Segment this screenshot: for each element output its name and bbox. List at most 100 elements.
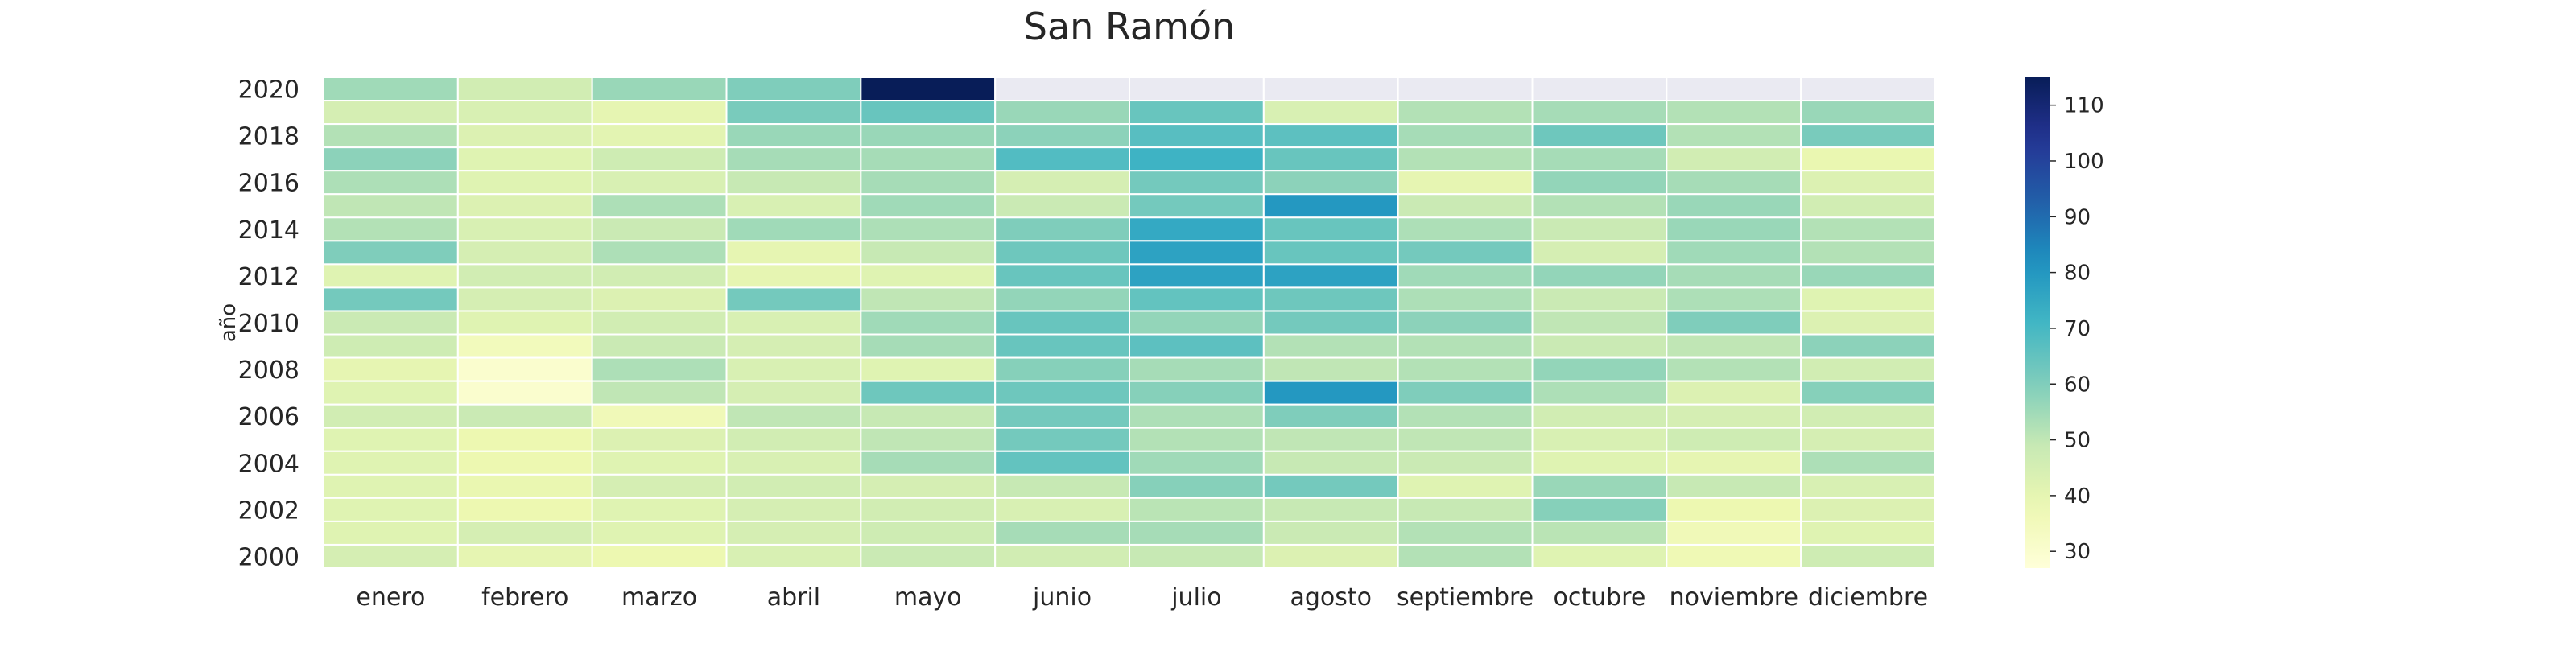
x-tick-label: mayo <box>894 583 962 612</box>
heatmap-cell <box>994 263 1130 289</box>
heatmap-cell <box>323 310 459 336</box>
heatmap-cell <box>1397 100 1534 126</box>
heatmap-cell <box>1531 146 1668 172</box>
heatmap-cell <box>1262 543 1399 570</box>
heatmap-cell <box>1531 333 1668 359</box>
heatmap-cell <box>994 473 1130 499</box>
heatmap-cell <box>725 450 862 476</box>
heatmap-cell <box>323 333 459 359</box>
heatmap-cell <box>994 356 1130 382</box>
heatmap-cell <box>994 543 1130 570</box>
heatmap-cell <box>1800 310 1937 336</box>
heatmap-cell <box>994 497 1130 522</box>
heatmap-cell <box>860 216 997 242</box>
heatmap-cell <box>860 473 997 499</box>
heatmap-cell <box>1800 543 1937 570</box>
heatmap-cell <box>860 403 997 429</box>
heatmap-cell <box>1800 76 1937 102</box>
heatmap-cell <box>1129 380 1265 406</box>
x-tick-label: septiembre <box>1397 583 1534 612</box>
heatmap-cell <box>994 403 1130 429</box>
x-tick-label: abril <box>767 583 820 612</box>
heatmap-cell <box>1262 240 1399 266</box>
heatmap-cell <box>725 543 862 570</box>
heatmap-cell <box>591 473 728 499</box>
heatmap-cell <box>456 520 593 546</box>
heatmap-cell <box>725 310 862 336</box>
heatmap-cell <box>1397 520 1534 546</box>
y-tick-label: 2006 <box>238 403 299 431</box>
heatmap-cell <box>591 450 728 476</box>
heatmap-cell <box>1262 497 1399 522</box>
heatmap-cell <box>1262 170 1399 196</box>
heatmap-cell <box>994 333 1130 359</box>
y-tick-label: 2010 <box>238 310 299 338</box>
heatmap-cell <box>1262 263 1399 289</box>
heatmap-cell <box>456 286 593 312</box>
heatmap-cell <box>1531 450 1668 476</box>
heatmap-cell <box>860 286 997 312</box>
heatmap-cell <box>1666 263 1802 289</box>
heatmap-cell <box>1666 473 1802 499</box>
heatmap-cell <box>1531 76 1668 102</box>
heatmap-cell <box>1262 473 1399 499</box>
heatmap-cell <box>860 356 997 382</box>
heatmap-cell <box>1262 123 1399 149</box>
heatmap-cell <box>1531 100 1668 126</box>
heatmap-cell <box>1531 473 1668 499</box>
heatmap-cell <box>1262 100 1399 126</box>
heatmap-cell <box>725 123 862 149</box>
heatmap-cell <box>860 76 997 102</box>
heatmap-cell <box>1531 543 1668 570</box>
heatmap-cell <box>1800 263 1937 289</box>
colorbar-tick-label: 40 <box>2064 484 2091 509</box>
heatmap-cell <box>994 427 1130 452</box>
heatmap-cell <box>1397 286 1534 312</box>
heatmap-cell <box>456 123 593 149</box>
heatmap-cell <box>725 380 862 406</box>
colorbar-tick-label: 70 <box>2064 317 2091 341</box>
heatmap-cell <box>323 193 459 219</box>
heatmap-cell <box>1800 380 1937 406</box>
heatmap-cell <box>1129 310 1265 336</box>
y-tick-label: 2004 <box>238 450 299 478</box>
heatmap-cell <box>323 170 459 196</box>
heatmap-cell <box>1397 333 1534 359</box>
heatmap-cell <box>1531 123 1668 149</box>
heatmap-cell <box>725 403 862 429</box>
heatmap-cell <box>1129 473 1265 499</box>
heatmap-cell <box>1129 240 1265 266</box>
heatmap-cell <box>994 193 1130 219</box>
heatmap-cell <box>1531 520 1668 546</box>
heatmap-cell <box>323 403 459 429</box>
heatmap-cell <box>1129 193 1265 219</box>
heatmap-cell <box>1800 216 1937 242</box>
heatmap-cell <box>1397 380 1534 406</box>
heatmap-cell <box>1129 497 1265 522</box>
heatmap-cell <box>456 403 593 429</box>
colorbar-tick-label: 100 <box>2064 150 2104 174</box>
heatmap-cell <box>456 100 593 126</box>
heatmap-cell <box>591 356 728 382</box>
heatmap-cell <box>994 310 1130 336</box>
heatmap-cell <box>1800 333 1937 359</box>
heatmap-cell <box>1800 427 1937 452</box>
colorbar-tick-label: 60 <box>2064 373 2091 397</box>
heatmap-cell <box>1666 123 1802 149</box>
heatmap-cell <box>456 427 593 452</box>
heatmap-cell <box>1397 193 1534 219</box>
heatmap-cell <box>860 310 997 336</box>
heatmap-cell <box>860 193 997 219</box>
heatmap-cell <box>1129 123 1265 149</box>
heatmap-cell <box>1262 450 1399 476</box>
heatmap-cell <box>1800 450 1937 476</box>
colorbar-tick-label: 30 <box>2064 540 2091 564</box>
heatmap-cell <box>725 520 862 546</box>
heatmap-cell <box>860 123 997 149</box>
heatmap-cell <box>591 170 728 196</box>
y-tick-label: 2002 <box>238 497 299 525</box>
heatmap-cell <box>1397 473 1534 499</box>
heatmap-cell <box>1531 240 1668 266</box>
heatmap-cell <box>994 146 1130 172</box>
